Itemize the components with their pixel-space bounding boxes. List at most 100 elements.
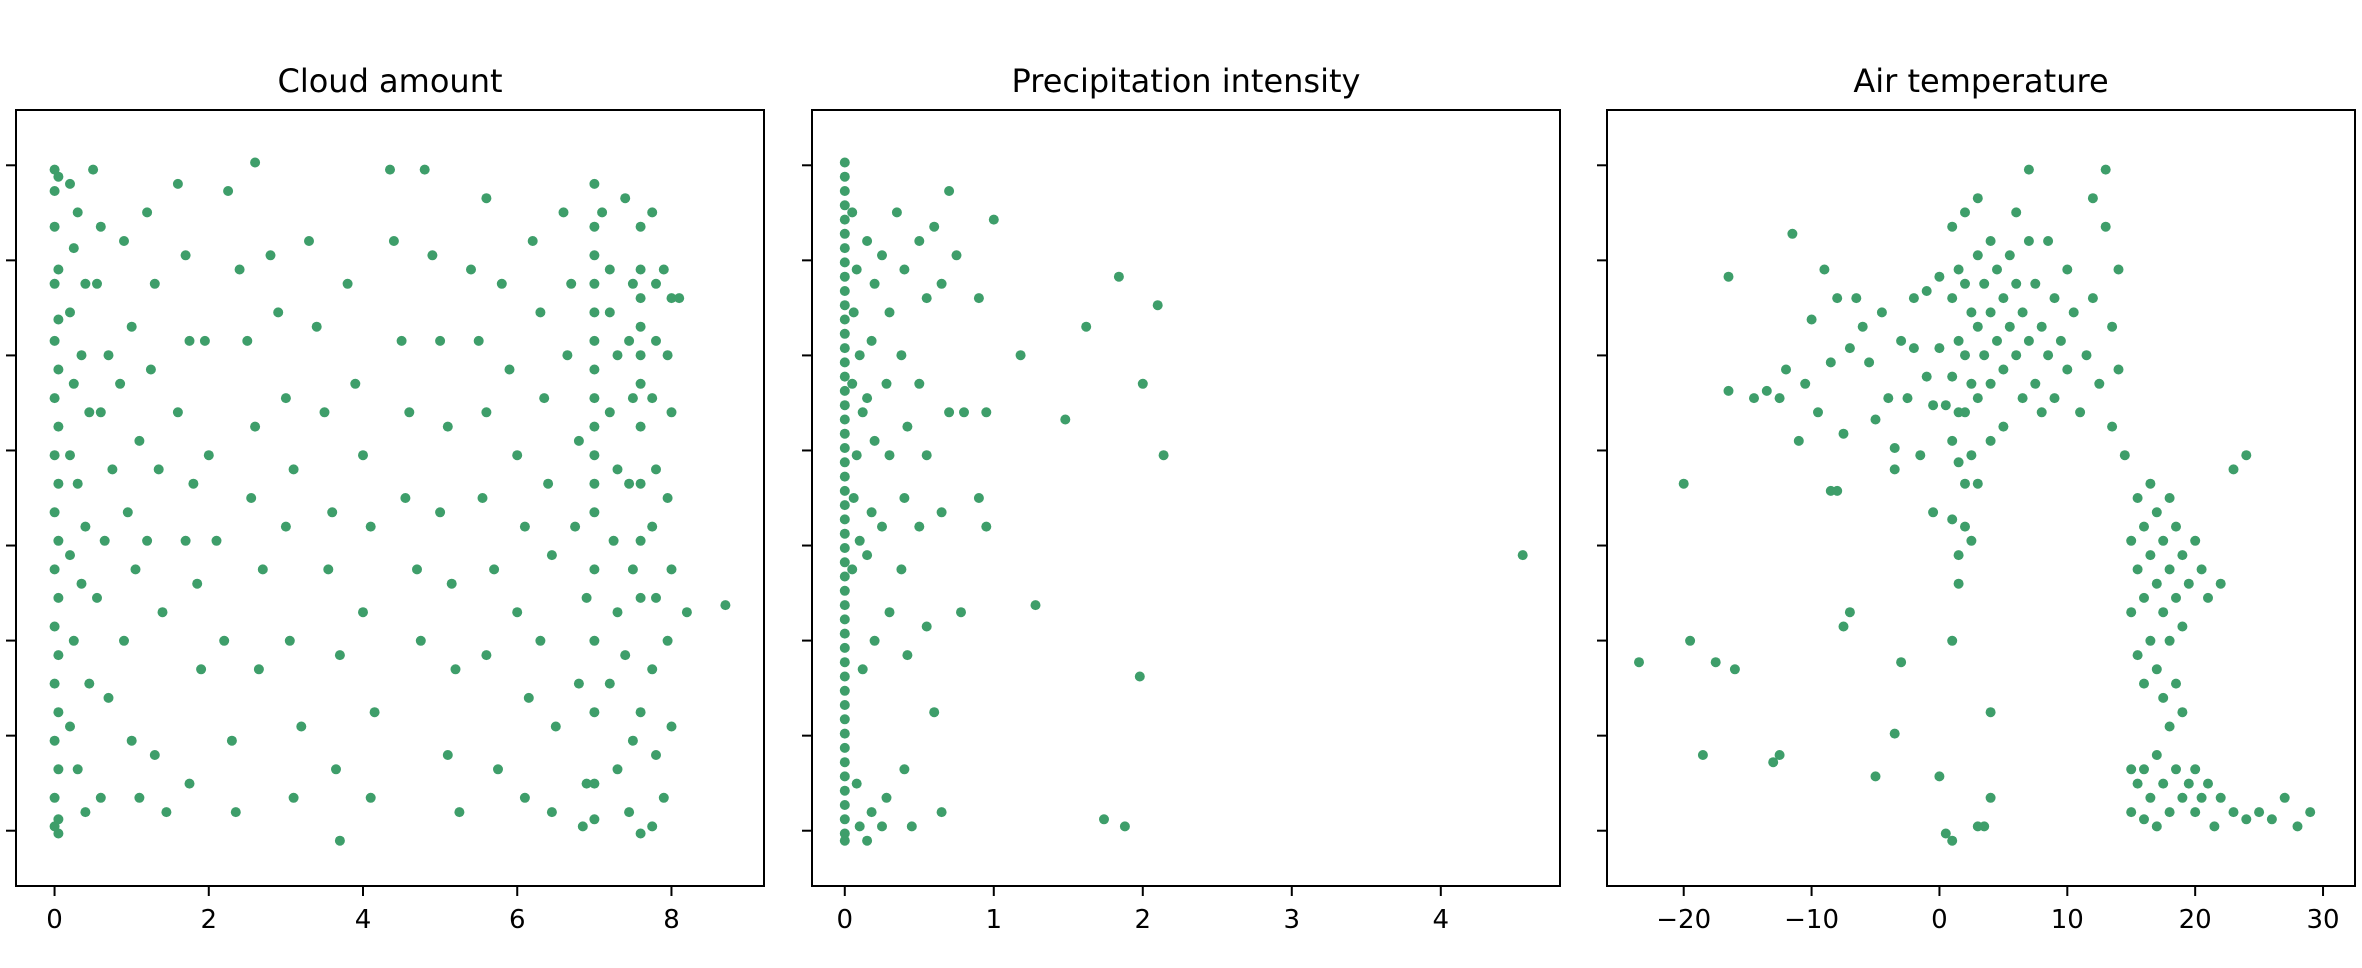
x-tick-label: 1: [986, 905, 1003, 935]
scatter-point: [635, 321, 646, 332]
scatter-point: [1921, 371, 1932, 382]
x-tick-label: 10: [2051, 905, 2084, 935]
axes-frame: [811, 109, 1561, 887]
scatter-point: [2139, 678, 2149, 689]
scatter-point: [936, 807, 947, 818]
scatter-point: [877, 250, 887, 261]
scatter-point: [2164, 635, 2175, 646]
scatter-point: [519, 792, 530, 803]
scatter-point: [2158, 607, 2169, 618]
scatter-point: [2145, 792, 2156, 803]
scatter-point: [944, 407, 955, 418]
x-tick-label: 2: [201, 905, 218, 935]
scatter-point: [881, 792, 892, 803]
scatter-point: [1774, 750, 1785, 760]
scatter-point: [1934, 271, 1945, 282]
scatter-point: [1998, 421, 2009, 432]
scatter-point: [1864, 357, 1875, 368]
scatter-point: [839, 600, 850, 611]
scatter-point: [2030, 278, 2041, 289]
scatter-point: [49, 621, 60, 632]
scatter-point: [839, 771, 850, 782]
scatter-points: [839, 157, 1528, 846]
scatter-point: [196, 664, 207, 675]
scatter-point: [839, 228, 850, 239]
scatter-point: [877, 521, 887, 532]
scatter-point: [1870, 771, 1881, 782]
scatter-point: [161, 807, 172, 818]
scatter-point: [2023, 335, 2034, 346]
scatter-point: [2151, 821, 2162, 832]
scatter-point: [1940, 828, 1951, 839]
scatter-point: [577, 821, 588, 832]
scatter-point: [2190, 764, 2201, 775]
scatter-point: [1838, 428, 1849, 439]
scatter-point: [1928, 400, 1939, 411]
scatter-point: [589, 178, 600, 189]
scatter-point: [142, 535, 153, 546]
scatter-point: [635, 378, 646, 389]
scatter-point: [184, 778, 195, 789]
scatter-point: [2164, 807, 2175, 818]
scatter-point: [666, 564, 677, 575]
scatter-point: [914, 521, 925, 532]
scatter-point: [134, 792, 145, 803]
scatter-point: [2068, 307, 2079, 318]
scatter-point: [1838, 621, 1849, 632]
scatter-point: [493, 764, 503, 775]
scatter-point: [1134, 671, 1145, 682]
scatter-point: [130, 564, 141, 575]
scatter-point: [2081, 350, 2092, 361]
scatter-point: [223, 186, 234, 196]
panel-title: Cloud amount: [277, 62, 502, 100]
scatter-point: [53, 650, 64, 661]
scatter-point: [2203, 592, 2213, 603]
scatter-point: [914, 236, 925, 246]
scatter-point: [847, 564, 858, 575]
axes-frame: [15, 109, 765, 887]
scatter-point: [1934, 771, 1945, 782]
scatter-point: [589, 278, 600, 289]
x-tick-label: 8: [663, 905, 680, 935]
scatter-point: [1787, 228, 1798, 239]
scatter-point: [2023, 236, 2034, 246]
scatter-point: [1729, 664, 1740, 675]
scatter-point: [331, 764, 341, 775]
scatter-point: [2132, 778, 2143, 789]
scatter-point: [627, 393, 638, 404]
scatter-point: [1972, 478, 1983, 489]
scatter-point: [1960, 278, 1970, 289]
scatter-point: [1896, 657, 1907, 668]
scatter-point: [65, 178, 75, 189]
scatter-point: [323, 564, 334, 575]
scatter-point: [869, 278, 880, 289]
scatter-point: [2215, 578, 2226, 589]
scatter-point: [1998, 364, 2009, 375]
scatter-point: [1953, 264, 1964, 275]
scatter-point: [242, 335, 253, 346]
scatter-point: [651, 278, 661, 289]
scatter-point: [839, 543, 850, 553]
scatter-point: [869, 635, 880, 646]
scatter-point: [1985, 378, 1996, 389]
scatter-point: [2119, 450, 2130, 461]
scatter-point: [80, 807, 91, 818]
scatter-point: [921, 293, 932, 304]
scatter-point: [2177, 707, 2188, 718]
scatter-point: [496, 278, 507, 289]
scatter-point: [862, 393, 873, 404]
scatter-point: [562, 350, 573, 361]
scatter-point: [839, 571, 850, 582]
scatter-point: [95, 792, 106, 803]
scatter-point: [1902, 393, 1913, 404]
scatter-point: [1960, 207, 1970, 218]
scatter-point: [92, 278, 102, 289]
scatter-point: [884, 607, 895, 618]
scatter-point: [72, 764, 83, 775]
scatter-point: [2132, 650, 2143, 661]
scatter-point: [604, 264, 615, 275]
x-tick-label: 20: [2179, 905, 2212, 935]
scatter-point: [2126, 535, 2137, 546]
scatter-point: [2215, 792, 2226, 803]
scatter-point: [76, 578, 87, 589]
